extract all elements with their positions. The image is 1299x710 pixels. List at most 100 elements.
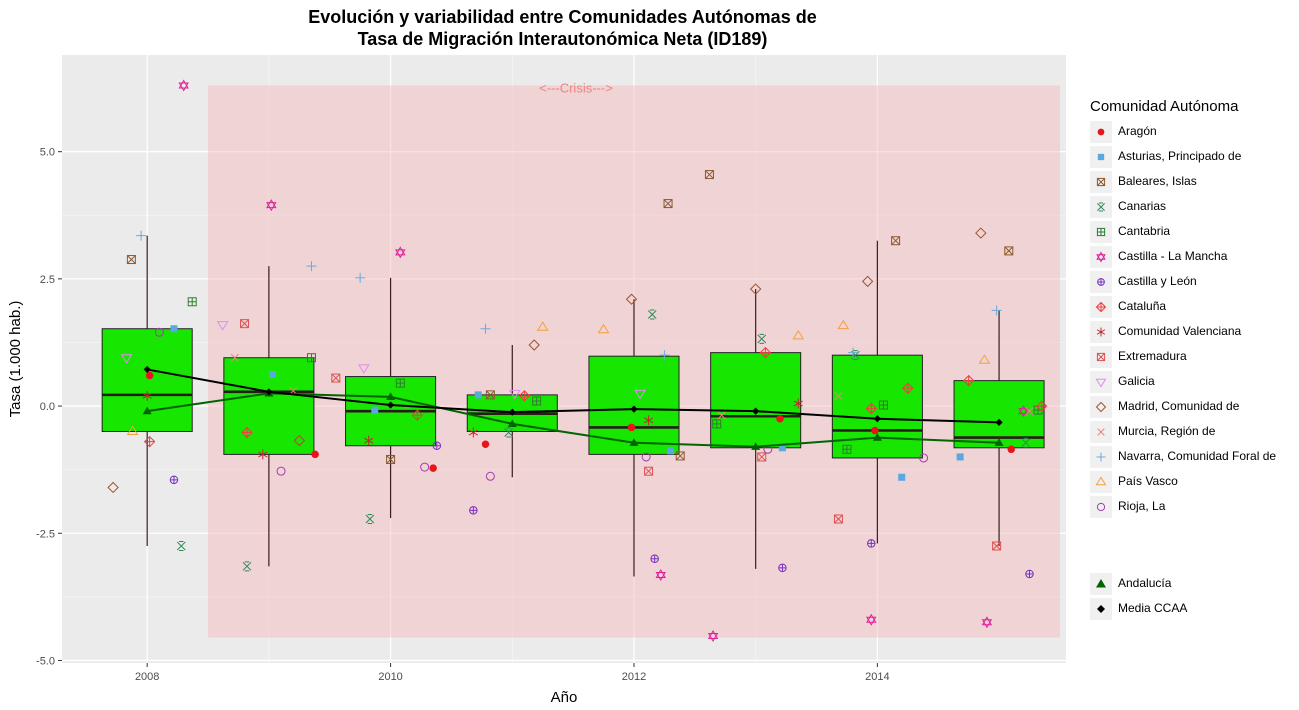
point-extremadura — [240, 319, 250, 329]
point-baleares-islas — [485, 390, 495, 400]
point-castilla-la-mancha — [395, 246, 406, 259]
legend-marker — [1097, 428, 1105, 436]
point-castilla-la-mancha — [655, 568, 666, 581]
legend-label: Navarra, Comunidad Foral de — [1118, 449, 1277, 463]
point-castilla-y-le-n — [432, 441, 442, 450]
legend-marker — [1097, 278, 1105, 286]
x-axis-label: Año — [551, 689, 578, 706]
point-catalu-a — [241, 426, 253, 439]
x-tick-label: 2014 — [865, 671, 889, 683]
legend-label: Galicia — [1118, 374, 1155, 388]
point-extremadura — [644, 466, 654, 476]
legend-marker-shape — [1096, 177, 1106, 187]
y-tick-label: 0.0 — [40, 401, 55, 413]
line-point — [143, 365, 151, 374]
point-castilla-la-mancha — [178, 79, 189, 92]
legend-marker-shape — [1096, 502, 1106, 512]
line-point — [629, 438, 639, 446]
legend-label: Murcia, Región de — [1118, 424, 1216, 438]
point-asturias-principado-de — [269, 371, 277, 379]
point-canarias — [504, 427, 513, 438]
legend-marker — [1096, 502, 1106, 512]
point-arag-n — [1007, 445, 1015, 454]
x-tick-label: 2010 — [378, 671, 402, 683]
legend-marker-shape — [1096, 579, 1106, 588]
point-rioja-la — [485, 471, 495, 481]
point-madrid-comunidad-de — [749, 283, 762, 295]
legend-label: Castilla y León — [1118, 274, 1197, 288]
legend-item: Canarias — [1090, 195, 1295, 219]
point-catalu-a — [518, 390, 531, 402]
point-arag-n — [311, 450, 319, 459]
point-galicia — [634, 389, 646, 400]
legend-label: Madrid, Comunidad de — [1118, 399, 1240, 413]
point-baleares-islas — [704, 170, 714, 180]
legend-key-icon — [1090, 371, 1112, 393]
legend-marker — [1096, 452, 1106, 462]
legend-marker-shape — [1097, 128, 1105, 136]
point-madrid-comunidad-de — [625, 293, 638, 305]
legend-label: Asturias, Principado de — [1118, 149, 1242, 163]
point-canarias — [647, 309, 657, 320]
legend-key-icon — [1090, 421, 1112, 443]
point-comunidad-valenciana — [793, 398, 803, 409]
point-cantabria — [306, 353, 316, 363]
point-rioja-la — [154, 327, 164, 337]
legend-key-icon — [1090, 146, 1112, 168]
legend-item: Navarra, Comunidad Foral de — [1090, 445, 1295, 469]
point-cantabria — [532, 396, 542, 406]
legend-key-icon — [1090, 346, 1112, 368]
legend-item: Baleares, Islas — [1090, 170, 1295, 194]
y-tick-label: 5.0 — [40, 147, 55, 159]
point-galicia — [508, 389, 521, 400]
legend-item: Comunidad Valenciana — [1090, 320, 1295, 344]
point-canarias — [242, 561, 252, 572]
legend-label: Cataluña — [1118, 299, 1167, 313]
community-points — [107, 79, 1048, 643]
legend-marker — [1097, 153, 1105, 161]
legend-marker-shape — [1097, 202, 1105, 212]
legend-item: Media CCAA — [1090, 597, 1295, 621]
legend-marker — [1096, 579, 1106, 588]
point-asturias-principado-de — [474, 391, 482, 399]
point-pa-s-vasco — [978, 354, 991, 364]
point-castilla-la-mancha — [981, 616, 993, 629]
legend-marker-shape — [1097, 605, 1105, 613]
legend-item: Madrid, Comunidad de — [1090, 395, 1295, 419]
legend-item: Rioja, La — [1090, 495, 1295, 519]
point-comunidad-valenciana — [643, 415, 654, 426]
legend-marker-shape — [1096, 352, 1106, 362]
legend-marker — [1095, 301, 1107, 313]
boxplots — [101, 235, 1045, 577]
point-navarra-comunidad-foral-de — [991, 305, 1002, 316]
point-baleares-islas — [891, 236, 901, 246]
legend-marker-shape — [1095, 378, 1107, 388]
box — [101, 328, 193, 433]
point-madrid-comunidad-de — [293, 434, 306, 447]
legend-marker-shape — [1095, 301, 1107, 313]
legend-item: Aragón — [1090, 120, 1295, 144]
legend-label: Andalucía — [1118, 576, 1172, 590]
legend-key-icon — [1090, 321, 1112, 343]
box — [831, 354, 923, 459]
point-pa-s-vasco — [597, 323, 610, 334]
point-comunidad-valenciana — [468, 427, 478, 438]
legend-label: Extremadura — [1118, 349, 1187, 363]
line-media-ccaa — [147, 368, 1000, 424]
point-castilla-la-mancha — [707, 630, 719, 643]
legend-marker-shape — [1096, 452, 1106, 462]
point-cantabria — [395, 378, 405, 388]
line-point — [630, 405, 638, 413]
legend-label: País Vasco — [1118, 474, 1178, 488]
legend-item: Castilla y León — [1090, 270, 1295, 294]
point-navarra-comunidad-foral-de — [306, 261, 317, 272]
line-point — [386, 401, 395, 409]
point-rioja-la — [276, 466, 286, 476]
point-canarias — [176, 540, 186, 551]
legend-marker — [1096, 227, 1106, 237]
point-cantabria — [712, 419, 722, 429]
y-tick-label: -2.5 — [36, 528, 55, 540]
point-arag-n — [429, 464, 437, 472]
point-arag-n — [627, 423, 636, 432]
legend-key-icon — [1090, 246, 1112, 268]
